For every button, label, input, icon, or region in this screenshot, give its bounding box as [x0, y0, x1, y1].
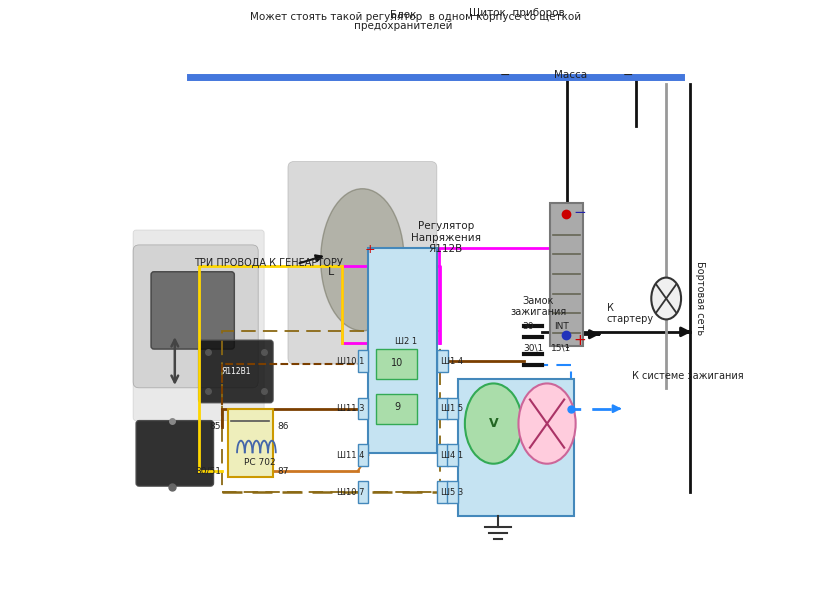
Text: Ш11 4: Ш11 4: [337, 451, 365, 460]
Text: Бортовая сеть: Бортовая сеть: [696, 261, 705, 336]
Text: К
стартеру: К стартеру: [607, 303, 654, 324]
Text: Ш4 1: Ш4 1: [441, 451, 463, 460]
Text: Ш1 5: Ш1 5: [441, 404, 463, 413]
Text: Масса: Масса: [554, 70, 587, 80]
Text: Ш1 4: Ш1 4: [441, 356, 463, 365]
Bar: [222, 331, 440, 492]
Text: −: −: [573, 205, 587, 220]
Text: +: +: [365, 243, 375, 256]
Bar: [358, 444, 369, 466]
Text: РС 702: РС 702: [244, 458, 275, 467]
Text: Блок
предохранителей: Блок предохранителей: [354, 10, 453, 31]
Bar: [458, 379, 574, 516]
Text: 30/51: 30/51: [195, 467, 221, 476]
Bar: [447, 481, 458, 503]
Ellipse shape: [651, 278, 681, 319]
Text: Может стоять такой регулятор  в одном корпусе со щеткой: Может стоять такой регулятор в одном кор…: [251, 11, 582, 21]
Text: INT: INT: [555, 322, 569, 331]
Text: Регулятор
Напряжения
Я112В: Регулятор Напряжения Я112В: [411, 221, 481, 254]
Text: V: V: [489, 417, 499, 430]
Text: Замок
зажигания: Замок зажигания: [510, 296, 566, 317]
Bar: [437, 350, 447, 372]
Bar: [437, 398, 447, 420]
Text: −: −: [622, 69, 633, 82]
Text: 9: 9: [394, 402, 400, 412]
Text: Ш5 3: Ш5 3: [441, 488, 463, 497]
Bar: [375, 394, 417, 424]
Ellipse shape: [519, 383, 576, 464]
Bar: [369, 248, 437, 453]
Text: 15\1: 15\1: [551, 343, 571, 352]
Bar: [447, 444, 458, 466]
FancyBboxPatch shape: [133, 245, 258, 388]
Bar: [437, 444, 447, 466]
Text: +: +: [573, 333, 587, 347]
Text: L: L: [328, 267, 334, 276]
FancyBboxPatch shape: [136, 421, 214, 486]
Bar: [550, 203, 582, 346]
Bar: [358, 481, 369, 503]
Bar: [358, 350, 369, 372]
FancyBboxPatch shape: [199, 340, 273, 403]
FancyBboxPatch shape: [151, 272, 235, 349]
FancyBboxPatch shape: [133, 230, 264, 421]
Text: Ш10 1: Ш10 1: [337, 356, 365, 365]
Bar: [437, 481, 447, 503]
Text: ТРИ ПРОВОДА К ГЕНЕАРТОРУ: ТРИ ПРОВОДА К ГЕНЕАРТОРУ: [194, 258, 343, 268]
Ellipse shape: [321, 189, 404, 331]
Bar: [229, 409, 273, 477]
Text: Ш2 1: Ш2 1: [395, 337, 417, 346]
FancyBboxPatch shape: [288, 162, 437, 364]
Bar: [375, 349, 417, 379]
Text: Ш10 7: Ш10 7: [337, 488, 365, 497]
Bar: [358, 398, 369, 420]
Text: 10: 10: [391, 358, 403, 368]
Text: Щиток  приборов: Щиток приборов: [469, 8, 565, 18]
Text: 86: 86: [277, 422, 289, 431]
Text: 30: 30: [522, 322, 534, 331]
Text: Я112В1: Я112В1: [221, 367, 251, 376]
Text: 85: 85: [210, 422, 221, 431]
Text: 30\1: 30\1: [523, 343, 544, 352]
Text: 87: 87: [277, 467, 289, 476]
Ellipse shape: [465, 383, 522, 464]
Text: −: −: [500, 69, 510, 82]
Text: К системе зажигания: К системе зажигания: [632, 371, 744, 381]
Bar: [447, 398, 458, 420]
Text: Ш11 3: Ш11 3: [337, 404, 365, 413]
